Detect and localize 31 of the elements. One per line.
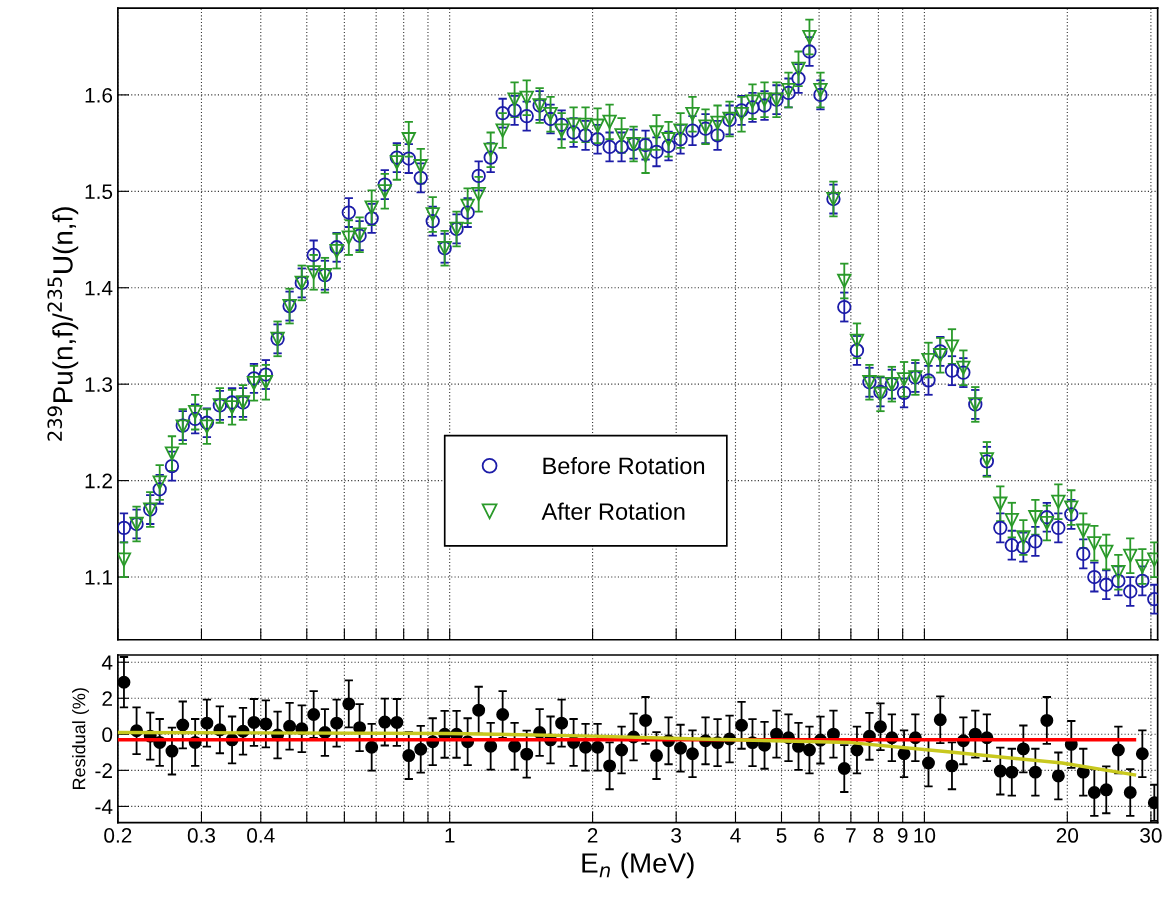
x-tick-label: 30 [1140,828,1162,843]
y-tick-label: -2 [95,763,112,778]
y-tick-label: -4 [95,799,113,814]
x-tick-label: 2 [587,828,598,843]
x-tick-label: 0.4 [247,828,275,843]
y-axis-title: $^{239}$Pu(n,f)/$^{235}$U(n,f) [47,207,79,441]
x-tick-label: 10 [914,828,936,843]
x-axis-title: E$_{n}$ (MeV) [582,852,694,879]
y-tick-label: 1.5 [85,184,113,200]
x-tick-label: 1 [445,828,455,843]
y-axis-title: Residual (%) [72,688,89,790]
x-tick-label: 8 [873,828,884,843]
y-tick-label: 1.3 [85,377,113,392]
x-tick-label: 5 [776,828,787,843]
y-tick-label: 1.2 [85,473,112,489]
x-tick-label: 0.3 [187,828,216,843]
x-tick-label: 20 [1056,828,1079,843]
x-tick-label: 3 [671,828,682,843]
y-tick-label: 1.6 [85,87,113,103]
y-tick-label: 1.4 [85,280,113,296]
legend-label: After Rotation [541,502,685,520]
x-tick-label: 6 [814,828,824,843]
x-tick-label: 0.2 [104,828,132,843]
y-tick-label: 4 [101,655,113,670]
y-tick-label: 2 [102,691,112,706]
x-tick-label: 9 [897,828,908,843]
x-tick-label: 4 [730,828,741,843]
legend-label: Before Rotation [543,456,705,475]
x-tick-label: 7 [846,828,856,843]
y-tick-label: 1.1 [85,570,112,585]
y-tick-label: 0 [102,727,113,743]
